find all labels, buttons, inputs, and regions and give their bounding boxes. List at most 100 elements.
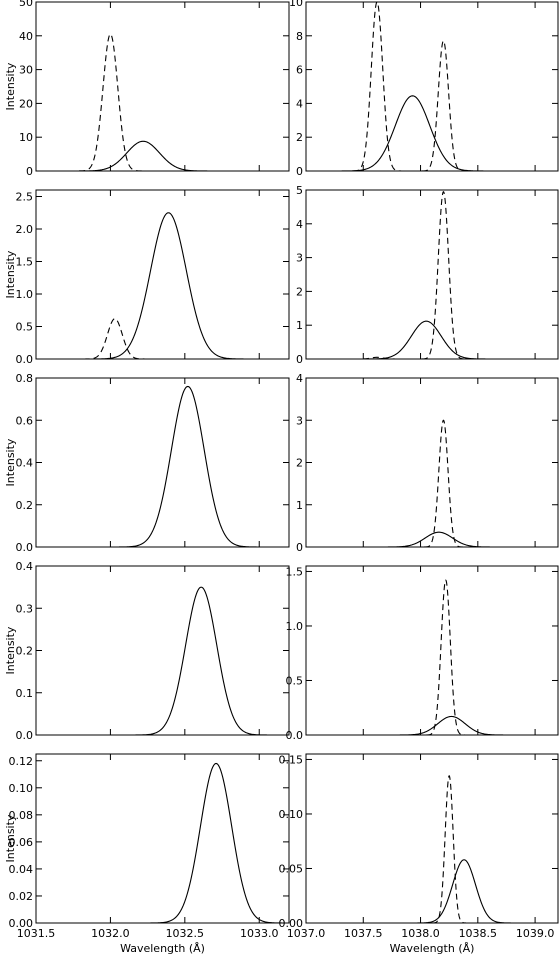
y-tick-label: 1.5 [286, 565, 304, 578]
plot-frame [35, 565, 290, 736]
solid-profile-line [381, 531, 497, 547]
y-tick-label: 2.0 [16, 223, 34, 236]
y-tick-label: 0.05 [279, 862, 304, 875]
y-tick-label: 0.00 [9, 917, 34, 930]
x-tick-label: 1032.0 [91, 927, 130, 940]
y-tick-label: 0.2 [16, 499, 34, 512]
y-tick-label: 30 [19, 64, 33, 77]
y-tick-label: 1.0 [286, 620, 304, 633]
y-tick-label: 2 [296, 457, 303, 470]
solid-profile-line [119, 385, 257, 547]
plot-frame [35, 753, 290, 924]
solid-profile-line [150, 762, 282, 923]
y-tick-label: 8 [296, 30, 303, 43]
y-tick-label: 2.5 [16, 191, 34, 204]
chart-panel-7: 0.0 0.1 0.2 0.3 0.4 Intensity [4, 560, 290, 742]
y-tick-label: 0.4 [16, 457, 34, 470]
y-tick-label: 1.0 [16, 288, 34, 301]
dashed-profile-line [424, 419, 463, 547]
y-tick-label: 2 [296, 285, 303, 298]
x-tick-label: 1037.5 [344, 927, 383, 940]
plot-frame [305, 1, 559, 172]
y-tick-label: 0 [26, 165, 33, 178]
y-tick-label: 0.15 [279, 753, 304, 766]
y-tick-label: 20 [19, 97, 33, 110]
y-tick-label: 0.12 [9, 755, 34, 768]
solid-profile-line [93, 212, 244, 359]
solid-profile-line [363, 320, 489, 359]
y-axis-label: Intensity [4, 62, 17, 110]
y-tick-label: 0 [296, 541, 303, 554]
y-tick-label: 0.0 [16, 353, 34, 366]
solid-profile-line [74, 140, 212, 171]
y-tick-label: 0.1 [16, 687, 34, 700]
y-tick-label: 0.04 [9, 863, 34, 876]
y-tick-label: 0.5 [286, 674, 304, 687]
dashed-profile-line [432, 775, 467, 923]
chart-panel-1: 0 10 20 30 40 50 Intensity [4, 0, 290, 178]
y-tick-label: 0.8 [16, 372, 34, 385]
y-axis-label: Intensity [4, 438, 17, 486]
y-tick-label: 0.0 [16, 541, 34, 554]
chart-panel-3: 0.0 0.5 1.0 1.5 2.0 2.5 Intensity [4, 189, 290, 366]
x-tick-label: 1032.5 [166, 927, 205, 940]
solid-profile-line [393, 715, 510, 735]
y-tick-label: 0 [296, 353, 303, 366]
y-tick-label: 0.06 [9, 836, 34, 849]
chart-panel-5: 0.0 0.2 0.4 0.6 0.8 Intensity [4, 372, 290, 554]
chart-panel-6: 0 1 2 3 4 [296, 372, 559, 554]
x-tick-label: 1037.0 [287, 927, 326, 940]
dashed-profile-line [421, 40, 466, 171]
x-tick-label: 1039.0 [516, 927, 555, 940]
y-tick-label: 40 [19, 30, 33, 43]
y-tick-label: 3 [296, 414, 303, 427]
y-tick-label: 0.4 [16, 560, 34, 573]
y-tick-label: 4 [296, 97, 303, 110]
y-tick-label: 0.02 [9, 890, 34, 903]
y-tick-label: 1.5 [16, 256, 34, 269]
solid-profile-line [340, 95, 485, 171]
dashed-profile-line [83, 318, 147, 359]
plot-frame [305, 377, 559, 548]
y-tick-label: 0.10 [279, 808, 304, 821]
y-tick-label: 0.2 [16, 645, 34, 658]
y-tick-label: 10 [289, 0, 303, 9]
y-tick-label: 0.5 [16, 321, 34, 334]
solid-profile-line [135, 586, 267, 735]
y-tick-label: 10 [19, 131, 33, 144]
dashed-profile-line [426, 579, 466, 735]
chart-panel-8: 0.0 0.5 1.0 1.5 [286, 565, 559, 742]
plot-frame [305, 753, 559, 924]
y-axis-label: Intensity [4, 814, 17, 862]
x-tick-label: 1033.0 [240, 927, 279, 940]
x-axis-label: Wavelength (Å) [120, 942, 205, 955]
y-tick-label: 1 [296, 319, 303, 332]
x-tick-label: 1031.5 [17, 927, 56, 940]
plot-frame [35, 377, 290, 548]
dashed-profile-line [79, 33, 142, 171]
y-tick-label: 1 [296, 499, 303, 512]
y-tick-label: 0.6 [16, 414, 34, 427]
chart-panel-2: 0 2 4 6 8 10 [289, 0, 559, 178]
y-tick-label: 0.0 [286, 729, 304, 742]
chart-panel-9: 0.00 0.02 0.04 0.06 0.08 0.10 0.12 1031.5 1032.0… [4, 753, 290, 955]
chart-panel-4: 0 1 2 3 4 5 [296, 184, 559, 366]
y-axis-label: Intensity [4, 250, 17, 298]
dashed-profile-line [421, 190, 466, 359]
y-tick-label: 50 [19, 0, 33, 9]
dashed-profile-line [352, 2, 402, 171]
chart-panel-10: 0.00 0.05 0.10 0.15 1037.0 1037.5 1038.0 1038.5… [279, 753, 559, 955]
plot-frame [35, 1, 290, 172]
plot-frame [35, 189, 290, 360]
y-axis-label: Intensity [4, 626, 17, 674]
y-tick-label: 0.00 [279, 917, 304, 930]
y-tick-label: 0.0 [16, 729, 34, 742]
y-tick-label: 2 [296, 131, 303, 144]
y-tick-label: 0 [296, 165, 303, 178]
y-tick-label: 0.3 [16, 602, 34, 615]
y-tick-label: 0.10 [9, 782, 34, 795]
x-tick-label: 1038.0 [401, 927, 440, 940]
x-tick-label: 1038.5 [459, 927, 498, 940]
dashed-profile-line [352, 356, 402, 359]
